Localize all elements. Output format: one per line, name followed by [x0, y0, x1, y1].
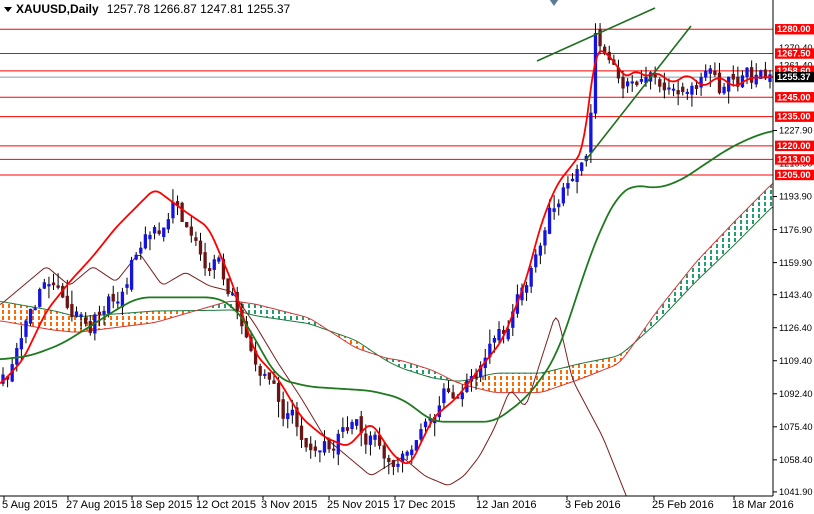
- svg-text:27 Aug 2015: 27 Aug 2015: [66, 499, 128, 511]
- svg-text:1213.00: 1213.00: [777, 154, 811, 164]
- svg-text:18 Sep 2015: 18 Sep 2015: [130, 499, 192, 511]
- svg-text:1267.50: 1267.50: [777, 49, 811, 59]
- svg-text:1205.00: 1205.00: [777, 170, 811, 180]
- svg-text:1058.40: 1058.40: [779, 455, 813, 465]
- svg-text:3 Nov 2015: 3 Nov 2015: [261, 499, 317, 511]
- svg-text:25 Feb 2016: 25 Feb 2016: [652, 499, 714, 511]
- svg-text:1176.90: 1176.90: [779, 225, 812, 235]
- svg-text:1245.00: 1245.00: [777, 92, 811, 102]
- svg-text:18 Mar 2016: 18 Mar 2016: [732, 499, 794, 511]
- svg-text:1143.40: 1143.40: [779, 290, 812, 300]
- svg-text:1126.40: 1126.40: [779, 323, 812, 333]
- svg-text:1159.90: 1159.90: [779, 258, 812, 268]
- svg-text:1193.90: 1193.90: [779, 192, 812, 202]
- svg-text:1255.37: 1255.37: [777, 72, 811, 82]
- svg-text:12 Jan 2016: 12 Jan 2016: [476, 499, 537, 511]
- svg-text:1280.00: 1280.00: [777, 24, 811, 34]
- svg-text:1075.40: 1075.40: [779, 422, 813, 432]
- svg-text:1092.40: 1092.40: [779, 389, 813, 399]
- svg-text:12 Oct 2015: 12 Oct 2015: [196, 499, 256, 511]
- svg-text:1235.00: 1235.00: [777, 112, 811, 122]
- svg-text:1227.90: 1227.90: [779, 126, 813, 136]
- svg-text:5 Aug 2015: 5 Aug 2015: [2, 499, 58, 511]
- svg-text:25 Nov 2015: 25 Nov 2015: [327, 499, 389, 511]
- svg-text:3 Feb 2016: 3 Feb 2016: [565, 499, 621, 511]
- svg-text:17 Dec 2015: 17 Dec 2015: [393, 499, 455, 511]
- svg-text:1041.90: 1041.90: [779, 487, 813, 497]
- svg-text:1220.00: 1220.00: [777, 141, 811, 151]
- svg-text:1109.40: 1109.40: [779, 356, 812, 366]
